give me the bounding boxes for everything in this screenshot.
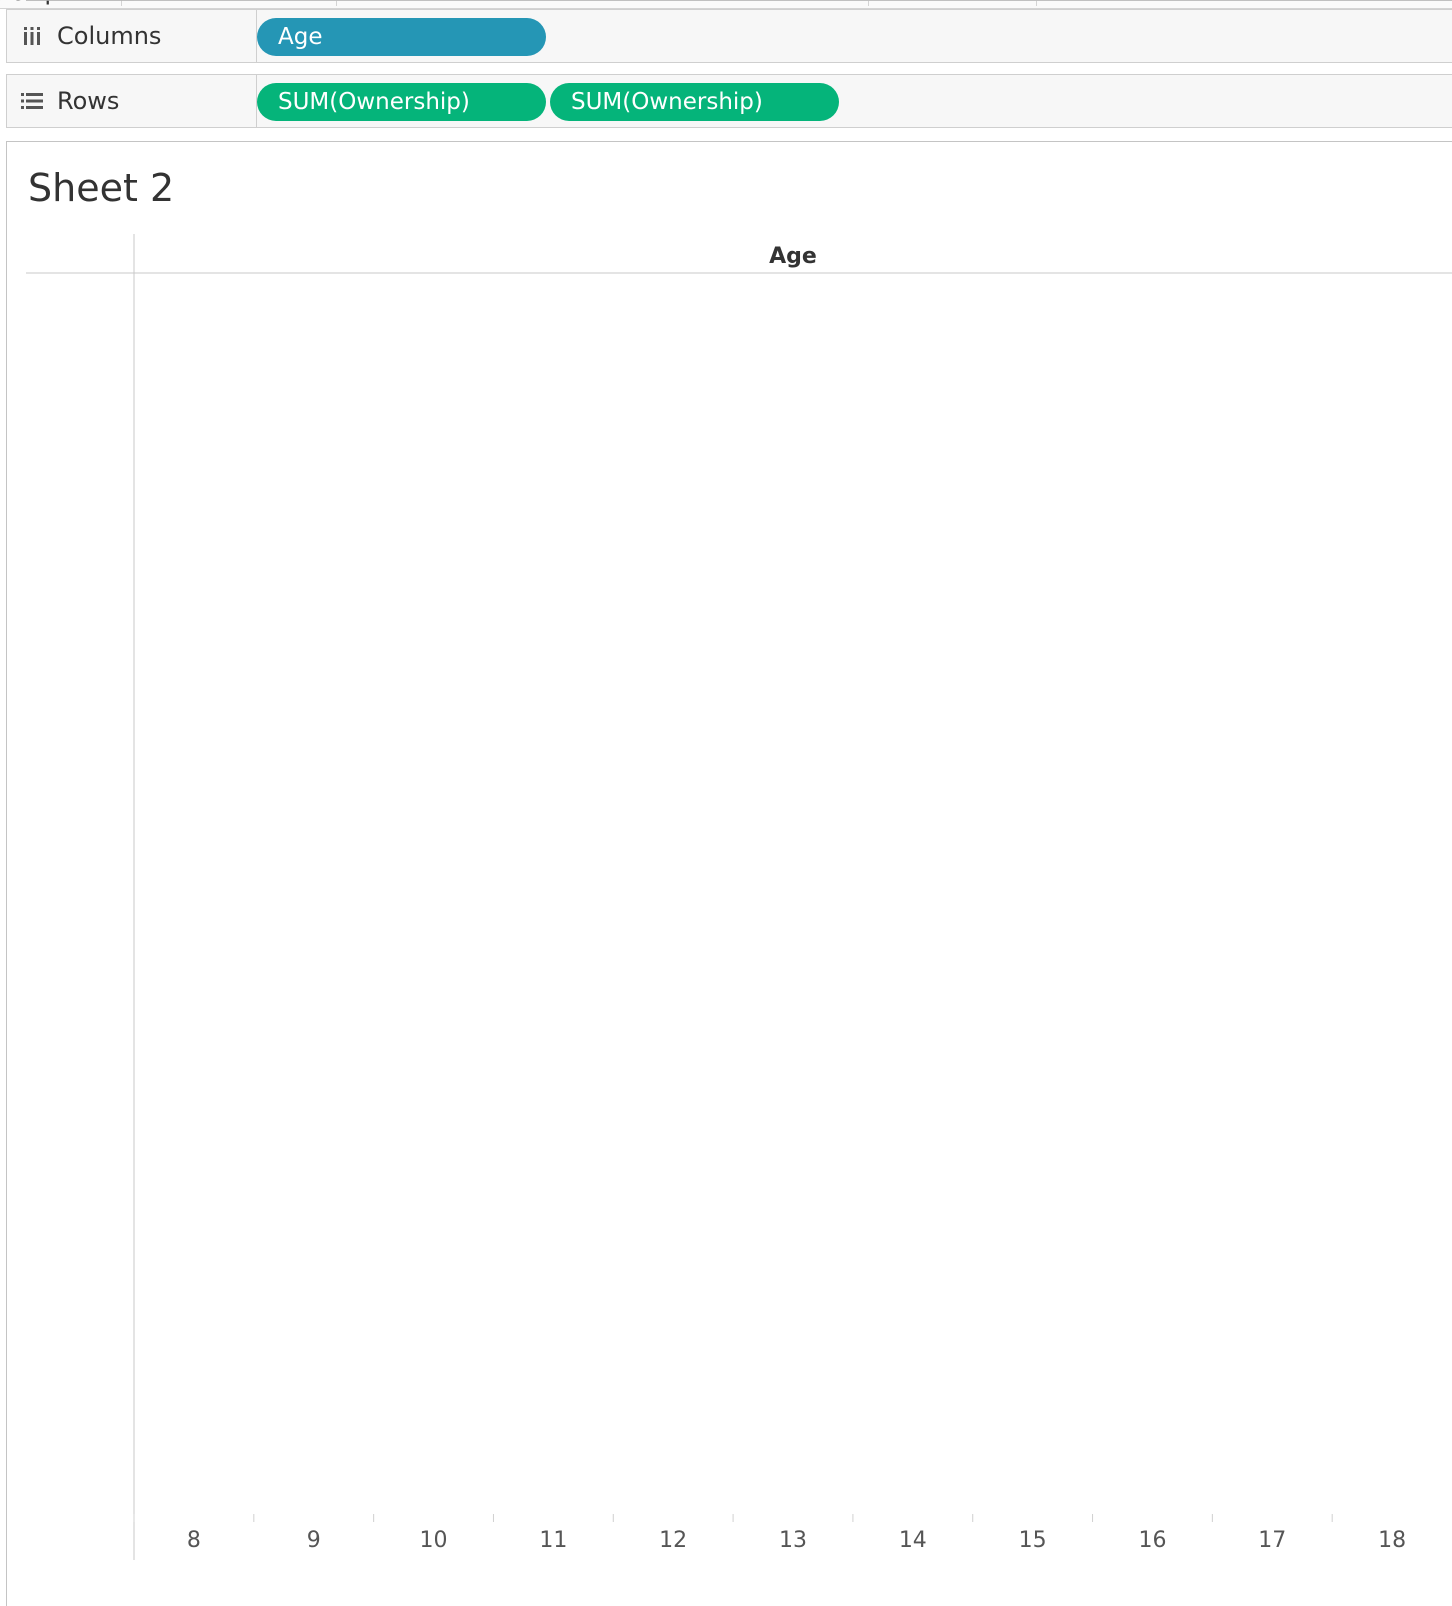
x-tick-label: 11 (539, 1528, 567, 1553)
y-tick-label: 0.5 (84, 0, 119, 6)
x-tick-label: 18 (1378, 1528, 1406, 1553)
x-tick-label: 14 (899, 1528, 927, 1553)
y-tick-label: 0.0 (84, 0, 119, 6)
x-tick-label: 15 (1019, 1528, 1047, 1553)
columns-shelf-label: Columns (57, 22, 162, 50)
columns-shelf-label-cell: Columns (7, 10, 257, 62)
rows-shelf-label-cell: Rows (7, 75, 257, 127)
rows-shelf-label: Rows (57, 87, 120, 115)
column-header-label: Age (769, 244, 817, 269)
x-tick-label: 8 (187, 1528, 201, 1553)
strip-divider (121, 0, 122, 6)
x-tick-label: 12 (659, 1528, 687, 1553)
x-tick-label: 17 (1258, 1528, 1286, 1553)
y-axis-title: Ownership (0, 0, 59, 6)
x-tick-label: 13 (779, 1528, 807, 1553)
rows-shelf[interactable]: Rows SUM(Ownership) SUM(Ownership) (6, 74, 1452, 128)
strip-divider (1036, 0, 1037, 6)
top-toolbar-strip (0, 0, 1452, 9)
y-tick-label: 1.5 (84, 0, 119, 6)
sheet-title: Sheet 2 (28, 166, 175, 210)
worksheet-view (6, 141, 1452, 1606)
x-tick-label: 16 (1138, 1528, 1166, 1553)
columns-icon (19, 23, 45, 49)
x-tick-label: 10 (420, 1528, 448, 1553)
y-tick-label: 0.0 (84, 0, 119, 6)
strip-divider (336, 0, 337, 6)
y-tick-label: 1.5 (84, 0, 119, 6)
rows-list-icon (19, 88, 45, 114)
y-axis-title: Ownership (0, 0, 59, 6)
x-tick-label: 9 (307, 1528, 321, 1553)
strip-divider (868, 0, 869, 6)
columns-shelf[interactable]: Columns Age (6, 9, 1452, 63)
y-tick-label: 0.5 (84, 0, 119, 6)
y-tick-label: 1.0 (84, 0, 119, 6)
sum-ownership-pill-1[interactable]: SUM(Ownership) (257, 83, 546, 121)
y-tick-label: 1.0 (84, 0, 119, 6)
age-dimension-pill[interactable]: Age (257, 18, 546, 56)
sum-ownership-pill-2[interactable]: SUM(Ownership) (550, 83, 839, 121)
